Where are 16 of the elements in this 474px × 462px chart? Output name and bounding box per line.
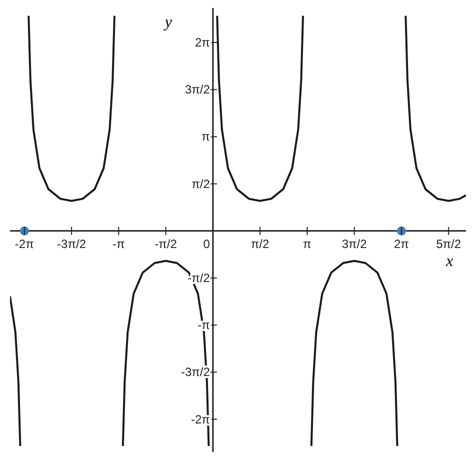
y-tick-label: 3π/2 <box>184 82 210 97</box>
x-tick-label: -2π <box>14 236 34 251</box>
x-tick-label: -π/2 <box>154 236 178 251</box>
y-tick-label: π/2 <box>192 176 210 191</box>
x-tick-label: -π <box>112 236 125 251</box>
x-tick-label: -3π/2 <box>57 236 86 251</box>
x-tick-label: 5π/2 <box>436 236 462 251</box>
x-tick-label: π <box>303 236 312 251</box>
y-tick-label: 2π <box>194 36 210 50</box>
x-tick-label: 0 <box>203 236 210 251</box>
y-tick-label: π <box>202 130 210 144</box>
y-axis-title: y <box>164 14 172 32</box>
x-tick-label: 3π/2 <box>342 236 368 251</box>
x-axis-title: x <box>446 252 454 271</box>
x-tick-label: π/2 <box>250 236 270 251</box>
x-tick-label: 2π <box>394 236 409 251</box>
